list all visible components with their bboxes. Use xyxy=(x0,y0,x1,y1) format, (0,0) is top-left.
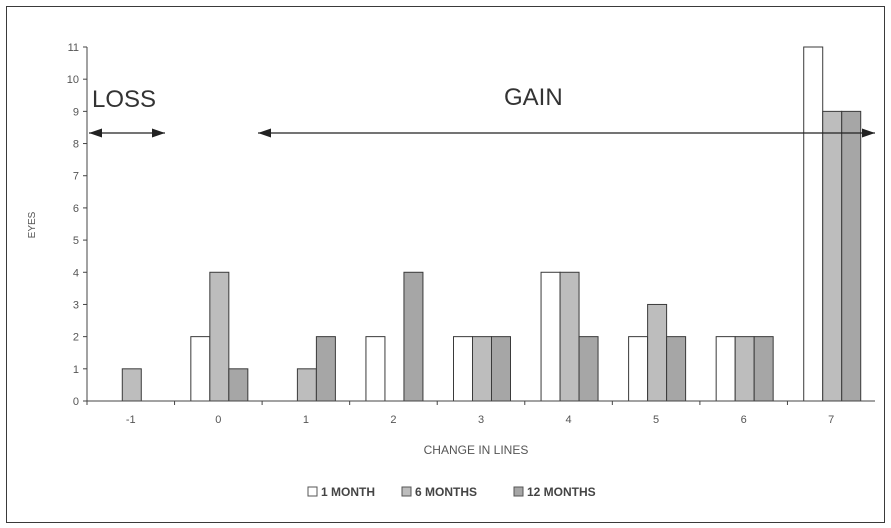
bar-1-month-5 xyxy=(628,336,649,402)
y-tick-label: 8 xyxy=(73,139,79,151)
bar-12-months-6 xyxy=(753,336,774,402)
y-tick-label: 5 xyxy=(73,235,79,247)
y-tick-label: 6 xyxy=(73,203,79,215)
bar-1-month-4 xyxy=(540,271,561,402)
region-arrows xyxy=(89,128,875,138)
bar-6-months-0 xyxy=(209,271,230,402)
bar-12-months-2 xyxy=(403,271,424,402)
bar-6-months-7 xyxy=(822,110,843,402)
y-tick-label: 11 xyxy=(68,42,79,54)
legend-swatch-1-month xyxy=(307,486,318,497)
bar-1-month-6 xyxy=(715,336,736,402)
legend-swatch-12-months xyxy=(513,486,524,497)
x-tick-label: 2 xyxy=(390,414,396,426)
bar-6-months-6 xyxy=(734,336,755,402)
bar-12-months-7 xyxy=(841,110,862,402)
y-tick-label: 10 xyxy=(67,74,79,86)
x-tick-label: 6 xyxy=(741,414,747,426)
y-tick-label: 9 xyxy=(73,106,79,118)
legend-label-12-months: 12 MONTHS xyxy=(527,485,596,499)
gain-label: GAIN xyxy=(504,84,563,111)
y-tick-label: 0 xyxy=(73,396,79,408)
x-tick-label: 4 xyxy=(565,414,571,426)
x-tick-label: 3 xyxy=(478,414,484,426)
y-tick-label: 1 xyxy=(73,364,79,376)
bar-6-months--1 xyxy=(121,368,142,402)
bar-12-months-3 xyxy=(491,336,511,402)
legend-swatch-6-months xyxy=(401,486,412,497)
y-tick-label: 2 xyxy=(73,332,79,344)
gain-arrow-right-head xyxy=(862,128,875,138)
legend-label-1-month: 1 MONTH xyxy=(321,485,375,499)
y-tick-label: 4 xyxy=(73,267,79,279)
x-tick-label: 0 xyxy=(215,414,221,426)
x-tick-label: 5 xyxy=(653,414,659,426)
bar-12-months-0 xyxy=(228,368,249,402)
bar-1-month-3 xyxy=(453,336,473,402)
bar-6-months-4 xyxy=(559,271,580,402)
loss-arrow-right-head xyxy=(152,128,165,138)
bar-12-months-4 xyxy=(578,336,599,402)
bar-chart: 0 1 2 3 4 5 6 7 8 9 10 11 -1 0 1 2 3 4 5 6 7 LOSS GAIN CHAN… xyxy=(27,42,875,499)
x-tick-label: 7 xyxy=(828,414,834,426)
chart-frame: 0 1 2 3 4 5 6 7 8 9 10 11 -1 0 1 2 3 4 5 6 7 LOSS GAIN CHAN… xyxy=(6,6,885,523)
bar-12-months-1 xyxy=(315,336,336,402)
gain-arrow-left-head xyxy=(258,128,271,138)
y-tick-label: 7 xyxy=(73,171,79,183)
legend: 1 MONTH 6 MONTHS 12 MONTHS xyxy=(307,485,596,499)
bar-6-months-5 xyxy=(647,303,668,402)
bar-1-month-2 xyxy=(365,336,386,402)
bar-12-months-5 xyxy=(666,336,687,402)
bar-1-month-0 xyxy=(190,336,211,402)
bar-6-months-3 xyxy=(472,336,492,402)
legend-label-6-months: 6 MONTHS xyxy=(415,485,477,499)
x-axis-label: CHANGE IN LINES xyxy=(424,443,529,457)
loss-arrow-left-head xyxy=(89,128,102,138)
y-axis-label: EYES xyxy=(27,211,38,238)
loss-label: LOSS xyxy=(92,86,156,113)
bar-1-month-7 xyxy=(803,46,824,402)
bar-6-months-1 xyxy=(296,368,317,402)
x-tick-label: -1 xyxy=(126,414,136,426)
y-tick-label: 3 xyxy=(73,299,79,311)
x-tick-label: 1 xyxy=(303,414,309,426)
